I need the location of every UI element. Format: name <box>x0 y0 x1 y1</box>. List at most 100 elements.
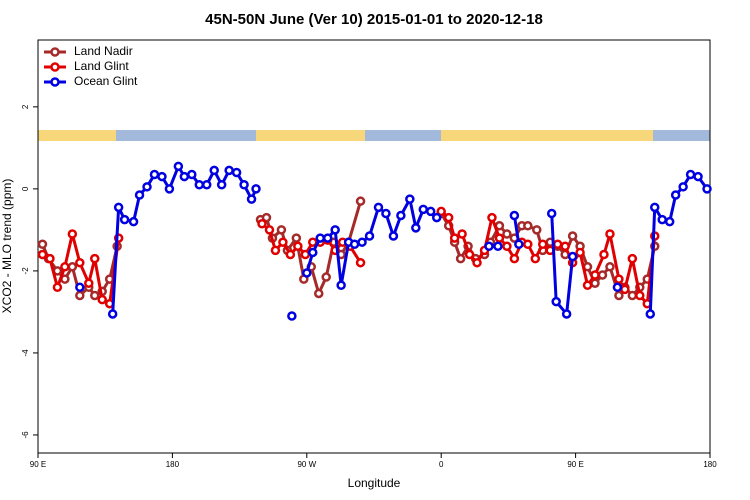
data-point <box>179 171 190 182</box>
legend-label: Land Nadir <box>74 44 133 58</box>
data-point <box>381 208 391 219</box>
data-point <box>287 311 297 321</box>
data-point <box>605 229 615 239</box>
y-tick-label: -6 <box>21 431 30 439</box>
data-point <box>37 249 48 260</box>
data-point <box>567 231 578 241</box>
x-tick-label: 90 E <box>567 460 583 469</box>
data-point <box>97 294 107 305</box>
data-point <box>502 241 512 252</box>
data-point <box>418 204 429 215</box>
data-point <box>349 239 360 249</box>
data-point <box>45 253 55 264</box>
data-point <box>645 309 656 319</box>
data-point <box>567 251 578 262</box>
data-point <box>509 253 520 264</box>
data-point <box>612 282 623 293</box>
data-point <box>187 169 197 180</box>
data-point <box>614 274 624 284</box>
y-tick-label: 2 <box>21 104 30 109</box>
data-point <box>664 216 675 227</box>
data-point <box>685 169 696 180</box>
data-point <box>436 206 446 217</box>
data-point <box>251 184 261 194</box>
data-point <box>84 278 94 288</box>
data-point <box>487 212 497 223</box>
data-point <box>285 249 296 260</box>
data-point <box>523 239 533 249</box>
data-point <box>514 239 524 249</box>
data-point <box>270 245 281 256</box>
data-point <box>315 233 325 243</box>
data-point <box>300 249 311 260</box>
data-point <box>216 180 227 190</box>
data-point <box>590 270 600 280</box>
x-tick-label: 0 <box>439 460 444 469</box>
legend-label: Land Glint <box>74 59 129 73</box>
data-point <box>388 231 399 241</box>
data-point <box>67 262 78 272</box>
data-point <box>355 257 366 268</box>
data-point <box>113 202 124 213</box>
data-point <box>224 165 234 176</box>
data-point <box>649 202 660 213</box>
data-point <box>431 212 442 223</box>
data-point <box>164 184 175 194</box>
data-point <box>627 253 638 264</box>
plot-frame <box>37 39 711 454</box>
ocean-strip <box>116 130 256 141</box>
legend-marker <box>50 47 60 57</box>
data-point <box>89 290 100 301</box>
data-point <box>364 231 375 241</box>
data-point <box>336 280 346 291</box>
y-tick-label: 0 <box>21 186 30 191</box>
data-point <box>313 288 324 299</box>
data-point <box>246 194 257 204</box>
data-point <box>582 280 593 291</box>
x-tick-label: 90 W <box>297 460 316 469</box>
data-point <box>373 202 384 213</box>
data-point <box>443 212 454 223</box>
x-tick-label: 180 <box>166 460 180 469</box>
data-point <box>396 210 406 221</box>
data-point <box>425 206 436 217</box>
data-point <box>257 218 267 229</box>
data-point <box>405 194 415 204</box>
data-point <box>291 233 302 243</box>
y-tick-label: -4 <box>21 349 30 357</box>
data-point <box>75 290 85 301</box>
legend-label: Ocean Glint <box>74 74 138 88</box>
data-point <box>670 190 681 200</box>
data-point <box>276 225 287 235</box>
y-tick-label: -2 <box>21 267 30 275</box>
data-point <box>355 196 366 206</box>
data-point <box>107 309 118 319</box>
data-point <box>532 225 542 235</box>
data-point <box>308 247 318 258</box>
data-point <box>509 210 520 221</box>
data-point <box>599 249 609 260</box>
data-point <box>293 241 303 252</box>
data-point <box>302 268 312 278</box>
data-point <box>134 190 145 200</box>
data-point <box>330 225 340 235</box>
data-point <box>321 272 331 282</box>
data-point <box>620 284 630 295</box>
data-point <box>605 262 615 272</box>
data-point <box>89 253 100 264</box>
data-point <box>37 239 48 249</box>
data-point <box>149 169 160 180</box>
data-point <box>357 237 367 247</box>
x-tick-label: 180 <box>703 460 717 469</box>
chart-title: 45N-50N June (Ver 10) 2015-01-01 to 2020… <box>205 11 543 28</box>
data-point <box>411 223 421 233</box>
data-point <box>575 247 585 258</box>
data-point <box>472 257 482 268</box>
data-point <box>128 216 139 227</box>
data-point <box>75 257 85 268</box>
data-point <box>173 161 184 172</box>
data-point <box>546 208 557 219</box>
